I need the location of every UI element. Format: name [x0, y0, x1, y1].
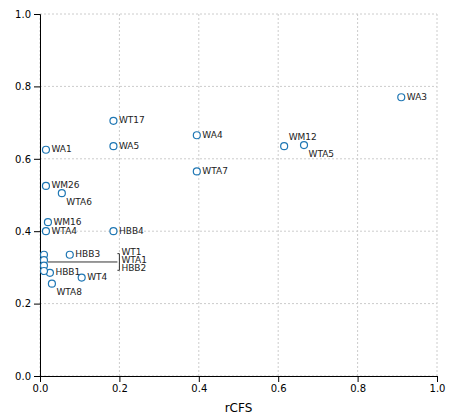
x-axis-title: rCFS: [225, 401, 253, 415]
connector-line: [48, 261, 117, 262]
tick-label: 0.8: [350, 383, 366, 394]
tick-mark: [34, 86, 40, 87]
point: [110, 117, 117, 124]
tick: 0.0: [33, 376, 49, 394]
bracket-line: [117, 270, 119, 271]
point-label: HBB4: [119, 226, 144, 236]
point-label: WT4: [87, 272, 107, 282]
tick-mark: [199, 376, 200, 382]
tick: 0.2: [112, 376, 128, 394]
grid-line: [437, 14, 438, 376]
tick-label: 0.4: [15, 226, 31, 237]
tick-label: 0.2: [112, 383, 128, 394]
tick-mark: [278, 376, 279, 382]
tick-mark: [34, 304, 40, 305]
y-axis: 0.0 0.2 0.4 0.6 0.8 1.0: [15, 9, 40, 382]
point: [110, 228, 117, 235]
grid-line: [40, 86, 437, 87]
labels: WT1WTA1HBB2WA3WT17WA4WA1WA5WM12WTA5WTA7W…: [51, 92, 427, 297]
annotation: HBB2: [121, 263, 146, 273]
bracket-line: [117, 253, 119, 254]
axis-line: [34, 15, 41, 377]
point: [193, 168, 200, 175]
x-axis: 0.0 0.2 0.4 0.6 0.8 1.0: [33, 376, 446, 394]
point-label: WA3: [407, 92, 427, 102]
point: [44, 219, 51, 226]
grid-line: [357, 14, 358, 376]
tick-label: 0.8: [15, 81, 31, 92]
tick: 1.0: [15, 9, 40, 20]
point: [281, 143, 288, 150]
tick-mark: [34, 159, 40, 160]
point-label: WTA7: [202, 166, 228, 176]
grid-line: [40, 303, 437, 304]
marks: [40, 94, 404, 287]
tick: 0.6: [271, 376, 287, 394]
point-label: WM26: [51, 180, 79, 190]
grid-line: [119, 14, 120, 376]
tick-label: 0.6: [271, 383, 287, 394]
chart: 0.00.20.40.60.81.00.00.20.40.60.81.0WT1W…: [0, 0, 459, 420]
tick-label: 1.0: [430, 383, 446, 394]
tick: 0.4: [191, 376, 207, 394]
tick: 0.2: [15, 298, 40, 309]
tick-label: 0.6: [15, 154, 31, 165]
bracket-line: [119, 254, 120, 271]
tick: 0.8: [15, 81, 40, 92]
point: [40, 268, 47, 275]
tick: 1.0: [430, 376, 446, 394]
tick-label: 0.4: [191, 383, 207, 394]
tick: 0.4: [15, 226, 40, 237]
plot: 0.00.20.40.60.81.00.00.20.40.60.81.0WT1W…: [15, 9, 445, 394]
grid-line: [40, 14, 437, 15]
tick-label: 0.2: [15, 298, 31, 309]
point: [193, 132, 200, 139]
point-label: HBB3: [75, 249, 100, 259]
grid-line: [40, 158, 437, 159]
tick-mark: [34, 376, 40, 377]
point-label: WTA4: [51, 226, 77, 236]
tick: 0.6: [15, 154, 40, 165]
point: [398, 94, 405, 101]
tick: 0.0: [15, 371, 40, 382]
point: [42, 182, 49, 189]
tick-mark: [119, 376, 120, 382]
axis-line: [41, 377, 438, 383]
point: [66, 251, 73, 258]
tick-mark: [34, 231, 40, 232]
point-label: WM12: [289, 132, 317, 142]
point: [301, 142, 308, 149]
grid-line: [278, 14, 279, 376]
point-label: WA5: [119, 141, 139, 151]
point: [110, 143, 117, 150]
point-label: WTA6: [66, 197, 92, 207]
point: [48, 280, 55, 287]
point-label: HBB1: [55, 267, 80, 277]
grid-line: [40, 231, 437, 232]
tick: 0.8: [350, 376, 366, 394]
tick-mark: [437, 376, 438, 382]
point: [42, 228, 49, 235]
tick-label: 0.0: [33, 383, 49, 394]
grid-line: [198, 14, 199, 376]
point-label: WTA5: [309, 149, 335, 159]
tick-mark: [358, 376, 359, 382]
point-label: WA4: [202, 130, 223, 140]
point-label: WTA8: [56, 287, 82, 297]
grid: [40, 14, 437, 376]
point-label: WA1: [51, 144, 71, 154]
point: [42, 146, 49, 153]
tick-mark: [34, 14, 40, 15]
point: [58, 190, 65, 197]
tick-label: 0.0: [15, 371, 31, 382]
point-label: WT17: [119, 115, 145, 125]
tick-label: 1.0: [15, 9, 31, 20]
